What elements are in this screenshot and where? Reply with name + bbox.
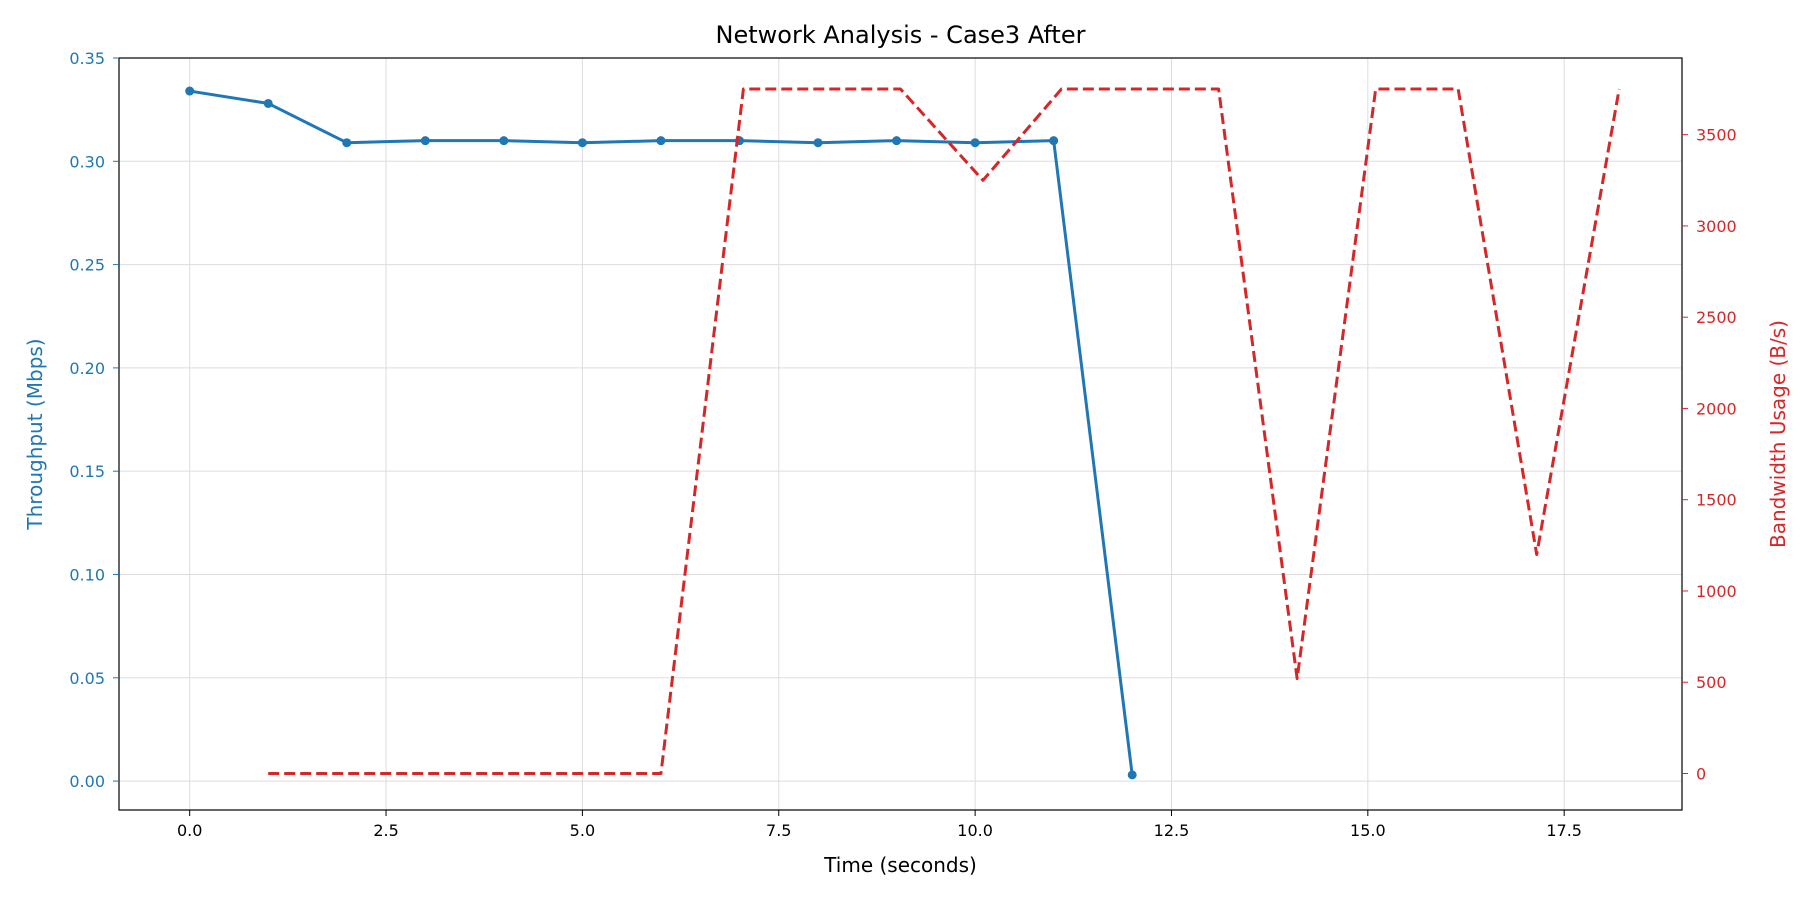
y-right-tick-label: 3500 — [1696, 126, 1737, 145]
series-layer — [185, 86, 1621, 780]
throughput-line — [189, 89, 1134, 776]
y-axis-right-title: Bandwidth Usage (B/s) — [1766, 320, 1790, 548]
plot-frame — [118, 57, 1683, 811]
x-tick-label: 12.5 — [1154, 821, 1190, 840]
y-right-tick-label: 2000 — [1696, 399, 1737, 418]
y-left-tick-label: 0.05 — [69, 669, 105, 688]
throughput-point — [577, 138, 587, 148]
x-tick-label: 17.5 — [1546, 821, 1582, 840]
y-axis-right: 0 500 1000 1500 2000 2500 3000 3500 — [1682, 126, 1737, 783]
throughput-point — [656, 136, 666, 146]
throughput-point — [342, 138, 352, 148]
x-tick-label: 10.0 — [957, 821, 993, 840]
y-right-tick-label: 1500 — [1696, 491, 1737, 510]
y-right-tick-label: 500 — [1696, 673, 1727, 692]
x-tick-label: 15.0 — [1350, 821, 1386, 840]
x-tick-label: 2.5 — [373, 821, 398, 840]
throughput-point — [1049, 136, 1059, 146]
y-axis-left: 0.00 0.05 0.10 0.15 0.20 0.25 0.30 0.35 — [69, 49, 119, 791]
y-left-tick-label: 0.20 — [69, 359, 105, 378]
chart-title: Network Analysis - Case3 After — [716, 21, 1086, 49]
y-right-tick-label: 2500 — [1696, 308, 1737, 327]
x-axis-title: Time (seconds) — [823, 853, 977, 877]
throughput-point — [1127, 770, 1137, 780]
x-tick-label: 7.5 — [766, 821, 791, 840]
x-axis: 0.0 2.5 5.0 7.5 10.0 12.5 15.0 17.5 — [177, 810, 1582, 840]
y-left-tick-label: 0.10 — [69, 565, 105, 584]
bandwidth-line — [268, 87, 1621, 775]
y-right-tick-label: 0 — [1696, 764, 1706, 783]
throughput-point — [263, 98, 273, 108]
y-left-tick-label: 0.35 — [69, 49, 105, 68]
y-left-tick-label: 0.15 — [69, 462, 105, 481]
y-right-tick-label: 3000 — [1696, 217, 1737, 236]
y-axis-left-title: Throughput (Mbps) — [23, 338, 47, 530]
y-left-tick-label: 0.00 — [69, 772, 105, 791]
throughput-point — [970, 138, 980, 148]
throughput-point — [420, 136, 430, 146]
y-left-tick-label: 0.30 — [69, 152, 105, 171]
x-tick-label: 5.0 — [570, 821, 595, 840]
y-right-tick-label: 1000 — [1696, 582, 1737, 601]
throughput-point — [813, 138, 823, 148]
y-left-tick-label: 0.25 — [69, 256, 105, 275]
throughput-point — [499, 136, 509, 146]
throughput-point — [892, 136, 902, 146]
x-tick-label: 0.0 — [177, 821, 202, 840]
throughput-point — [185, 86, 195, 96]
grid — [119, 57, 1682, 810]
